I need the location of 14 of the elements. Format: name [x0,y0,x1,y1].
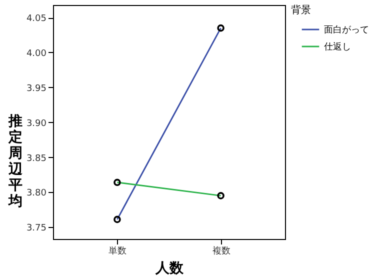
x-tick-label: 単数 [108,246,127,256]
x-axis-title: 人数 [154,260,184,276]
y-tick-label: 3.90 [26,118,47,129]
x-tick-label: 複数 [212,246,230,256]
y-tick-label: 3.80 [26,188,47,199]
y-tick-label: 4.05 [26,14,46,24]
y-axis-title: 推定周辺平均 [8,114,24,210]
legend-label: 仕返し [324,42,351,52]
legend-label: 面白がって [324,24,369,36]
y-tick-label: 4.00 [26,49,47,59]
legend-title: 背景 [291,4,311,16]
y-tick-label: 3.95 [26,84,46,94]
y-tick-label: 3.75 [26,224,46,234]
y-tick-label: 3.85 [26,154,46,164]
